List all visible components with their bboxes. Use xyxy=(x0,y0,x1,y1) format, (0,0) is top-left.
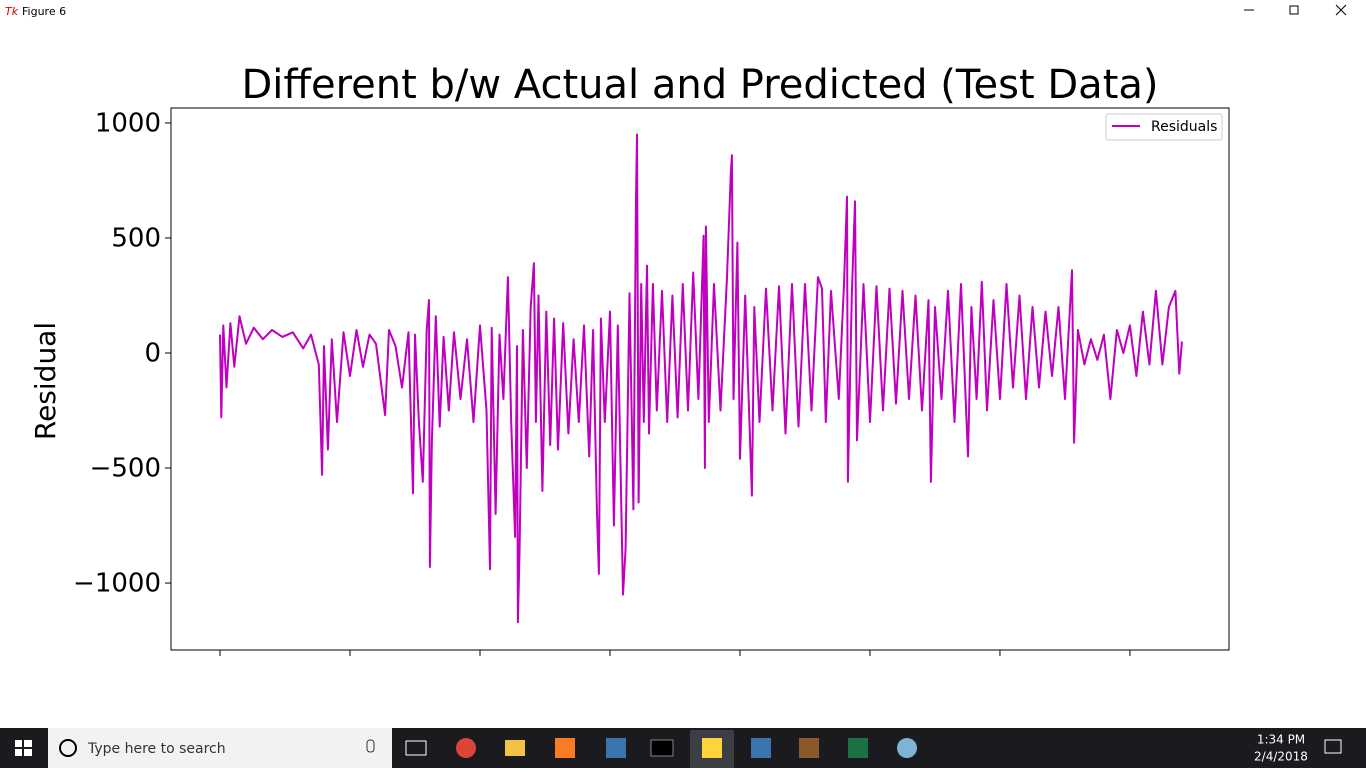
legend xyxy=(1105,113,1223,141)
y-tick-label: −1000 xyxy=(73,569,161,599)
y-axis-label: Residual xyxy=(29,322,62,440)
restore-button[interactable] xyxy=(1289,5,1299,15)
legend-label: Residuals xyxy=(1151,119,1217,135)
axes-frame xyxy=(170,107,1230,651)
python-app-icon xyxy=(702,738,722,758)
excel-icon[interactable] xyxy=(848,738,868,758)
cortana-icon xyxy=(59,739,77,757)
cmd-icon[interactable] xyxy=(650,739,674,757)
close-button[interactable] xyxy=(1335,4,1347,16)
python-icon-2[interactable] xyxy=(751,738,771,758)
paint-icon[interactable] xyxy=(897,738,917,758)
y-tick-label: 1000 xyxy=(95,108,161,138)
python-icon[interactable] xyxy=(606,738,626,758)
explorer-icon[interactable] xyxy=(505,740,525,756)
dosbox-icon[interactable] xyxy=(799,738,819,758)
mic-icon[interactable] xyxy=(366,739,375,753)
search-placeholder: Type here to search xyxy=(87,741,226,757)
window xyxy=(0,0,1366,728)
chart-title: Different b/w Actual and Predicted (Test… xyxy=(242,62,1159,108)
clock-time[interactable]: 1:34 PM xyxy=(1257,733,1305,747)
task-view[interactable] xyxy=(405,740,427,756)
app-icon: Tk xyxy=(5,5,19,18)
notifications[interactable] xyxy=(1324,739,1342,754)
start-button[interactable] xyxy=(15,740,32,756)
search-box[interactable] xyxy=(48,728,392,768)
chrome-icon[interactable] xyxy=(456,738,476,758)
y-tick-label: 500 xyxy=(111,223,161,253)
window-title: Figure 6 xyxy=(22,5,66,18)
clock-date[interactable]: 2/4/2018 xyxy=(1254,750,1308,764)
y-tick-label: 0 xyxy=(144,339,161,369)
y-tick-label: −500 xyxy=(90,454,161,484)
residual-line xyxy=(219,133,1183,624)
xampp-icon[interactable] xyxy=(555,738,575,758)
